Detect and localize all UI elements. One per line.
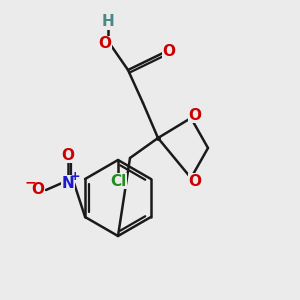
Text: H: H: [102, 14, 114, 29]
Text: −: −: [24, 175, 36, 189]
Text: O: O: [188, 173, 202, 188]
Text: O: O: [32, 182, 44, 197]
Text: Cl: Cl: [110, 173, 126, 188]
Text: O: O: [163, 44, 176, 59]
Text: O: O: [61, 148, 74, 163]
Text: +: +: [70, 169, 80, 182]
Text: O: O: [98, 37, 112, 52]
Text: N: N: [61, 176, 74, 190]
Text: O: O: [188, 107, 202, 122]
